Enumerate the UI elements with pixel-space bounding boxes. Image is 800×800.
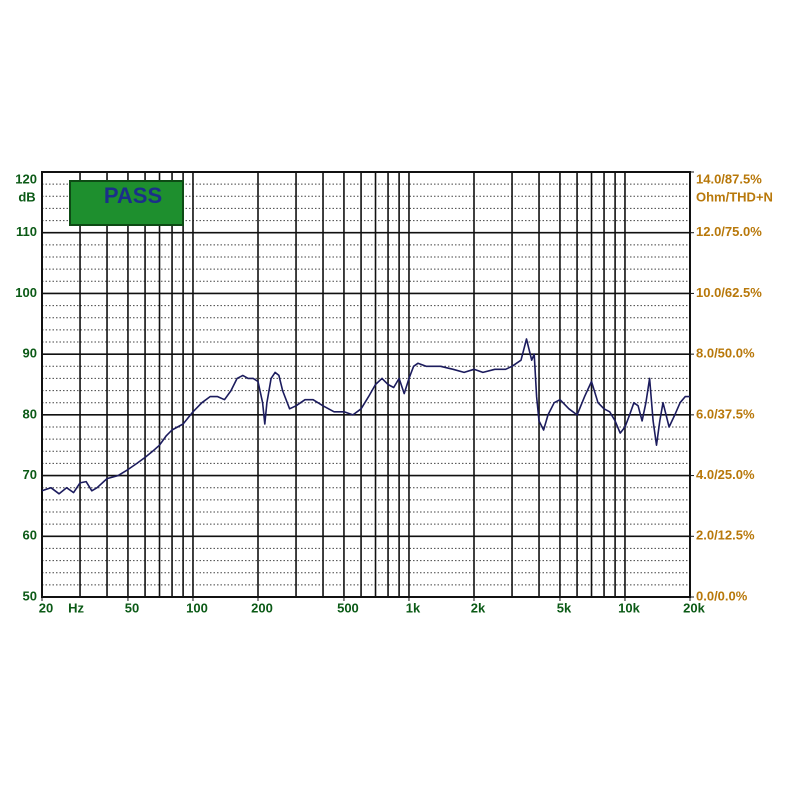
y2-tick-label: 14.0/87.5%	[696, 171, 762, 186]
x-tick-label: 100	[186, 600, 208, 615]
x-tick-label: 5k	[557, 600, 572, 615]
y-tick-label: 90	[23, 346, 37, 361]
x-tick-label: 200	[251, 600, 273, 615]
x-tick-label: 20	[39, 600, 53, 615]
y2-tick-label: 8.0/50.0%	[696, 346, 755, 361]
x-tick-label: 10k	[618, 600, 640, 615]
y2-tick-label: 0.0/0.0%	[696, 588, 748, 603]
y-tick-label: 100	[15, 285, 37, 300]
pass-text: PASS	[104, 183, 162, 208]
y-tick-label: 80	[23, 406, 37, 421]
y-tick-label: 110	[16, 224, 37, 239]
y2-tick-label: 10.0/62.5%	[696, 285, 762, 300]
response-line	[41, 338, 690, 495]
y-tick-label: 70	[23, 467, 37, 482]
plot-frame	[41, 171, 691, 598]
y2-tick-label: 6.0/37.5%	[696, 406, 755, 421]
x-tick-label: 500	[337, 600, 359, 615]
pass-badge	[69, 180, 184, 226]
x-tick-label: 2k	[471, 600, 486, 615]
y2-axis-label: Ohm/THD+N	[696, 189, 773, 204]
x-axis-label: Hz	[68, 600, 84, 615]
x-tick-label: 50	[125, 600, 139, 615]
y-axis-label: dB	[18, 189, 35, 204]
y2-tick-label: 2.0/12.5%	[696, 528, 755, 543]
y2-tick-label: 4.0/25.0%	[696, 467, 755, 482]
y-tick-label: 60	[23, 528, 37, 543]
y-tick-label: 50	[23, 588, 37, 603]
x-tick-label: 20k	[683, 600, 705, 615]
y-tick-label: 120	[15, 171, 37, 186]
y2-tick-label: 12.0/75.0%	[696, 224, 762, 239]
x-tick-label: 1k	[406, 600, 421, 615]
